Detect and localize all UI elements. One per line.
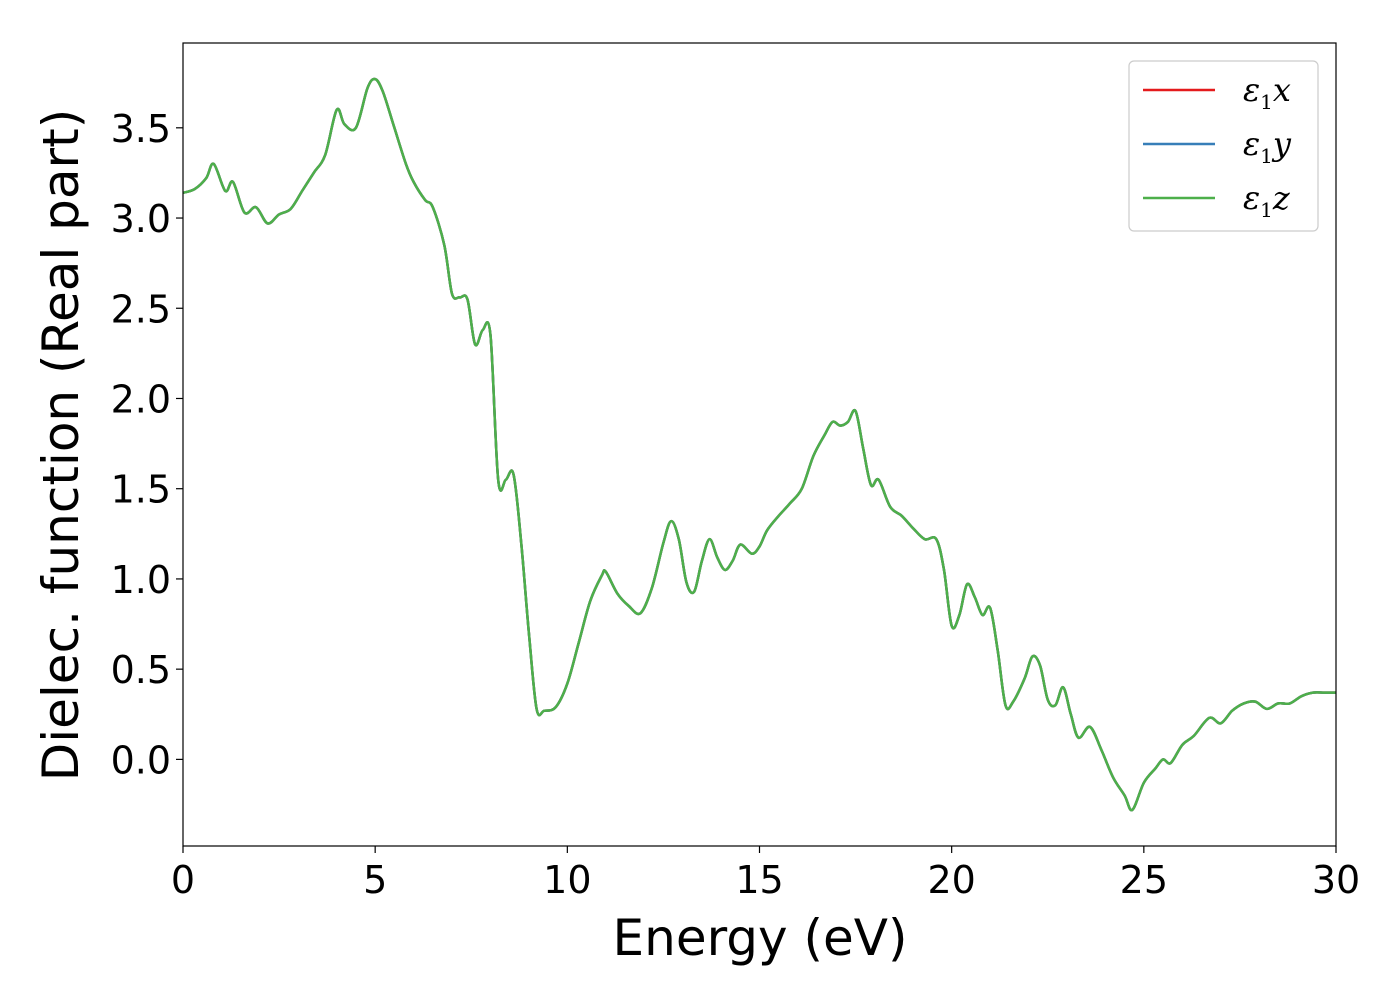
y-tick-label: 3.0 xyxy=(111,197,171,241)
y-axis: 0.0 0.5 1.0 1.5 2.0 2.5 3.0 3.5 xyxy=(111,107,183,782)
x-tick-label: 5 xyxy=(363,858,387,902)
y-tick-label: 0.5 xyxy=(111,648,171,692)
x-tick-label: 20 xyxy=(927,858,975,902)
x-tick-label: 0 xyxy=(171,858,195,902)
x-tick-label: 15 xyxy=(735,858,783,902)
series-line-3 xyxy=(182,77,1336,812)
y-tick-label: 2.5 xyxy=(111,287,171,331)
x-tick-label: 10 xyxy=(543,858,591,902)
legend-box xyxy=(1128,60,1319,232)
x-axis: 0 5 10 15 20 25 30 xyxy=(171,846,1360,902)
x-tick-label: 25 xyxy=(1120,858,1168,902)
y-tick-label: 1.0 xyxy=(111,558,171,602)
x-axis-title: Energy (eV) xyxy=(613,909,908,967)
legend-label: ε1y xyxy=(1243,125,1292,168)
y-tick-label: 1.5 xyxy=(111,468,171,512)
y-tick-label: 2.0 xyxy=(111,377,171,421)
legend-label: ε1x xyxy=(1243,71,1291,114)
y-tick-label: 3.5 xyxy=(111,107,171,151)
legend: ε1x ε1y ε1z xyxy=(1128,60,1319,232)
series-layer xyxy=(182,77,1336,812)
legend-label: ε1z xyxy=(1243,179,1291,222)
y-axis-title: Dielec. function (Real part) xyxy=(32,109,90,781)
x-tick-label: 30 xyxy=(1312,858,1360,902)
y-tick-label: 0.0 xyxy=(111,738,171,782)
